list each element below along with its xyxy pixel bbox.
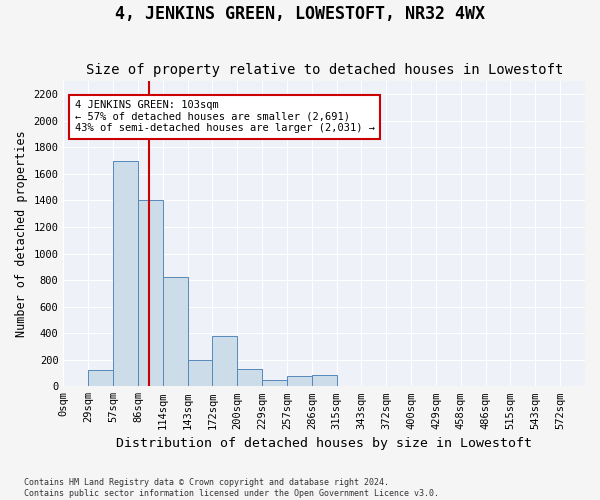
Y-axis label: Number of detached properties: Number of detached properties	[15, 130, 28, 337]
Bar	[287, 376, 312, 386]
Bar	[262, 380, 287, 386]
Text: 4 JENKINS GREEN: 103sqm
← 57% of detached houses are smaller (2,691)
43% of semi: 4 JENKINS GREEN: 103sqm ← 57% of detache…	[74, 100, 374, 134]
Bar	[212, 336, 237, 386]
Title: Size of property relative to detached houses in Lowestoft: Size of property relative to detached ho…	[86, 63, 563, 77]
Bar	[163, 278, 188, 386]
Bar	[188, 360, 212, 386]
Bar	[138, 200, 163, 386]
Text: Contains HM Land Registry data © Crown copyright and database right 2024.
Contai: Contains HM Land Registry data © Crown c…	[24, 478, 439, 498]
Bar	[312, 375, 337, 386]
Bar	[237, 369, 262, 386]
X-axis label: Distribution of detached houses by size in Lowestoft: Distribution of detached houses by size …	[116, 437, 532, 450]
Bar	[88, 370, 113, 386]
Text: 4, JENKINS GREEN, LOWESTOFT, NR32 4WX: 4, JENKINS GREEN, LOWESTOFT, NR32 4WX	[115, 5, 485, 23]
Bar	[113, 160, 138, 386]
